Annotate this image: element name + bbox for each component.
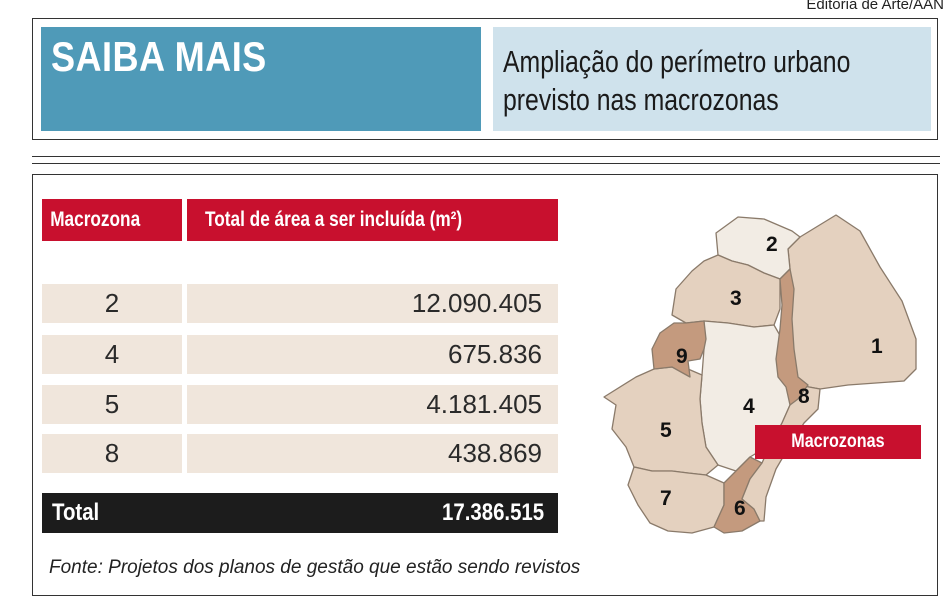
zone-7: [627, 466, 725, 534]
zone-label-9: 9: [676, 345, 688, 368]
divider-top: [32, 156, 940, 157]
column-header-macrozona: Macrozona: [42, 199, 182, 241]
macrozones-map: 1 2 3 4 5 6 7 8 9: [603, 214, 917, 534]
header-title: SAIBA MAIS: [51, 33, 267, 80]
zone-8: [775, 268, 809, 406]
total-label: Total: [52, 499, 100, 526]
zone-1: [775, 214, 917, 390]
zone-label-4: 4: [743, 395, 755, 418]
subtitle-panel: Ampliação do perímetro urbano previsto n…: [493, 27, 931, 131]
table-cell-area: 4.181.405: [187, 385, 558, 424]
credit-line: Editoria de Arte/AAN: [806, 0, 944, 13]
subtitle-line-2: previsto nas macrozonas: [503, 82, 779, 117]
zone-label-7: 7: [660, 487, 672, 510]
column-header-area: Total de área a ser incluída (m²): [187, 199, 558, 241]
total-row: Total 17.386.515: [42, 493, 558, 533]
zone-9: [651, 320, 707, 378]
content-box: Macrozona Total de área a ser incluída (…: [32, 174, 938, 596]
saiba-mais-panel: SAIBA MAIS: [41, 27, 481, 131]
table-cell-macrozona: 8: [42, 434, 182, 473]
table-cell-macrozona: 2: [42, 284, 182, 323]
zone-label-3: 3: [730, 287, 742, 310]
source-note: Fonte: Projetos dos planos de gestão que…: [49, 557, 581, 578]
zone-label-1: 1: [871, 335, 883, 358]
table-cell-macrozona: 4: [42, 335, 182, 374]
zone-label-5: 5: [660, 419, 672, 442]
table-cell-area: 438.869: [187, 434, 558, 473]
divider-bottom: [32, 163, 940, 164]
table-cell-area: 675.836: [187, 335, 558, 374]
zone-label-8: 8: [798, 385, 810, 408]
table-cell-area: 12.090.405: [187, 284, 558, 323]
zone-label-6: 6: [734, 497, 746, 520]
zone-label-2: 2: [766, 233, 778, 256]
header-subtitle: Ampliação do perímetro urbano previsto n…: [503, 43, 919, 119]
table-cell-macrozona: 5: [42, 385, 182, 424]
header-box: SAIBA MAIS Ampliação do perímetro urbano…: [32, 18, 938, 140]
map-legend-label: Macrozonas: [755, 425, 921, 459]
subtitle-line-1: Ampliação do perímetro urbano: [503, 44, 851, 79]
total-value: 17.386.515: [441, 499, 544, 526]
